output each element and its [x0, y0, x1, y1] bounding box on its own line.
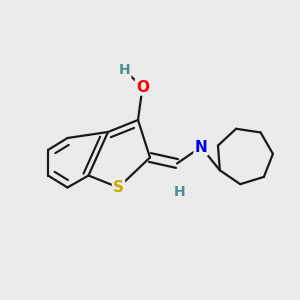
Text: O: O — [136, 80, 149, 94]
Text: H: H — [119, 64, 130, 77]
Text: S: S — [113, 180, 124, 195]
Text: H: H — [174, 185, 186, 199]
Text: N: N — [195, 140, 207, 154]
